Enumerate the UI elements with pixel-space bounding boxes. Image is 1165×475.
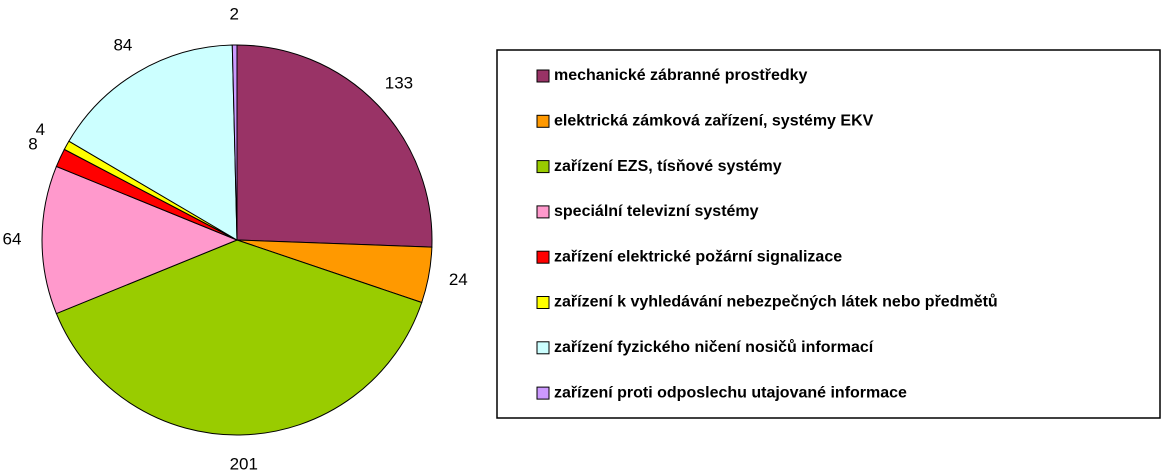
data-label: 8 xyxy=(28,135,37,154)
data-label: 4 xyxy=(36,120,45,139)
legend-label: zařízení elektrické požární signalizace xyxy=(554,248,842,265)
legend-swatch xyxy=(536,160,550,174)
legend-label: zařízení fyzického ničení nosičů informa… xyxy=(554,339,874,356)
legend-swatch xyxy=(536,386,550,400)
legend-box xyxy=(496,49,1161,419)
pie-slice xyxy=(231,44,238,241)
legend-swatch xyxy=(536,341,550,355)
data-label: 201 xyxy=(230,454,258,473)
legend-swatch xyxy=(536,205,550,219)
legend-swatch xyxy=(536,69,550,83)
pie-slice xyxy=(236,44,433,248)
legend-label: zařízení EZS, tísňové systémy xyxy=(554,158,782,175)
legend-label: zařízení proti odposlechu utajované info… xyxy=(554,384,907,401)
data-label: 133 xyxy=(385,73,413,92)
legend-label: zařízení k vyhledávání nebezpečných láte… xyxy=(554,294,998,311)
pie-slice xyxy=(68,44,238,241)
legend-label: mechanické zábranné prostředky xyxy=(554,67,808,84)
pie-slice xyxy=(41,165,239,315)
legend-swatch xyxy=(536,296,550,309)
data-label: 24 xyxy=(449,270,468,289)
pie-slice xyxy=(55,239,423,436)
data-label: 84 xyxy=(113,36,132,55)
legend-swatch xyxy=(536,114,550,128)
data-label: 2 xyxy=(230,5,239,24)
legend-label: elektrická zámková zařízení, systémy EKV xyxy=(554,113,874,130)
legend-label: speciální televizní systémy xyxy=(554,203,759,220)
legend-swatch xyxy=(536,250,550,264)
data-label: 64 xyxy=(3,229,22,248)
